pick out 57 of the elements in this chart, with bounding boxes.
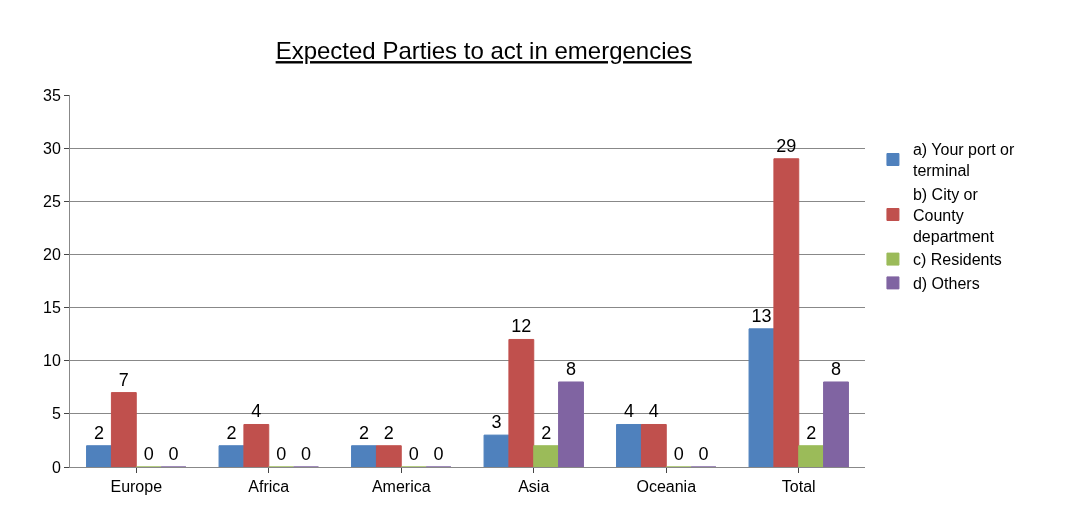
data-label: 0 (168, 444, 179, 464)
data-label: 2 (358, 422, 369, 443)
data-label: 0 (143, 444, 154, 464)
data-label: 7 (118, 369, 129, 390)
bar (773, 158, 800, 467)
y-tick-label: 0 (51, 458, 61, 476)
data-label: 3 (491, 412, 502, 433)
data-label: 0 (673, 444, 684, 464)
data-label: 0 (698, 444, 709, 464)
data-label: 4 (623, 401, 634, 422)
legend-label: d) Others (912, 275, 980, 293)
data-label: 0 (301, 444, 312, 464)
data-label: 8 (566, 358, 577, 379)
bar (351, 445, 377, 467)
bar (640, 423, 667, 467)
bar (110, 392, 137, 467)
y-tick-label: 25 (43, 192, 61, 210)
data-label: 2 (541, 422, 552, 443)
data-label: 8 (831, 358, 842, 379)
data-label: 12 (511, 316, 532, 337)
y-tick-label: 20 (43, 246, 61, 264)
bar (508, 338, 535, 467)
x-tick-label: Europe (110, 478, 163, 496)
x-tick-label: Asia (518, 478, 550, 496)
bar (533, 445, 560, 467)
data-label: 0 (408, 444, 419, 464)
bar (558, 381, 584, 467)
x-tick-label: Oceania (636, 478, 697, 496)
bar (483, 434, 510, 467)
data-label: 2 (383, 422, 394, 443)
legend-label: c) Residents (912, 251, 1002, 269)
data-label: 29 (776, 135, 797, 156)
y-tick-label: 10 (43, 352, 61, 370)
bar (243, 423, 270, 467)
bar (823, 381, 849, 467)
data-label: 2 (93, 422, 104, 443)
bar (748, 328, 775, 467)
bar (218, 445, 245, 467)
data-label: 4 (251, 401, 262, 422)
bar (86, 445, 112, 467)
bar (798, 445, 825, 467)
y-tick-label: 30 (43, 139, 61, 157)
y-tick-label: 15 (43, 299, 61, 317)
data-label: 2 (226, 422, 237, 443)
data-label: 4 (648, 401, 659, 422)
data-label: 2 (806, 422, 817, 443)
bar (375, 445, 402, 467)
x-tick-label: Africa (248, 478, 290, 496)
data-label: 0 (276, 444, 287, 464)
data-label: 0 (433, 444, 444, 464)
data-label: 13 (751, 305, 772, 326)
y-tick-label: 5 (51, 405, 61, 423)
chart-title: Expected Parties to act in emergencies (275, 37, 692, 65)
x-tick-label: Total (781, 478, 816, 496)
y-tick-label: 35 (43, 86, 61, 104)
bar (616, 423, 642, 467)
x-tick-label: America (371, 478, 431, 496)
